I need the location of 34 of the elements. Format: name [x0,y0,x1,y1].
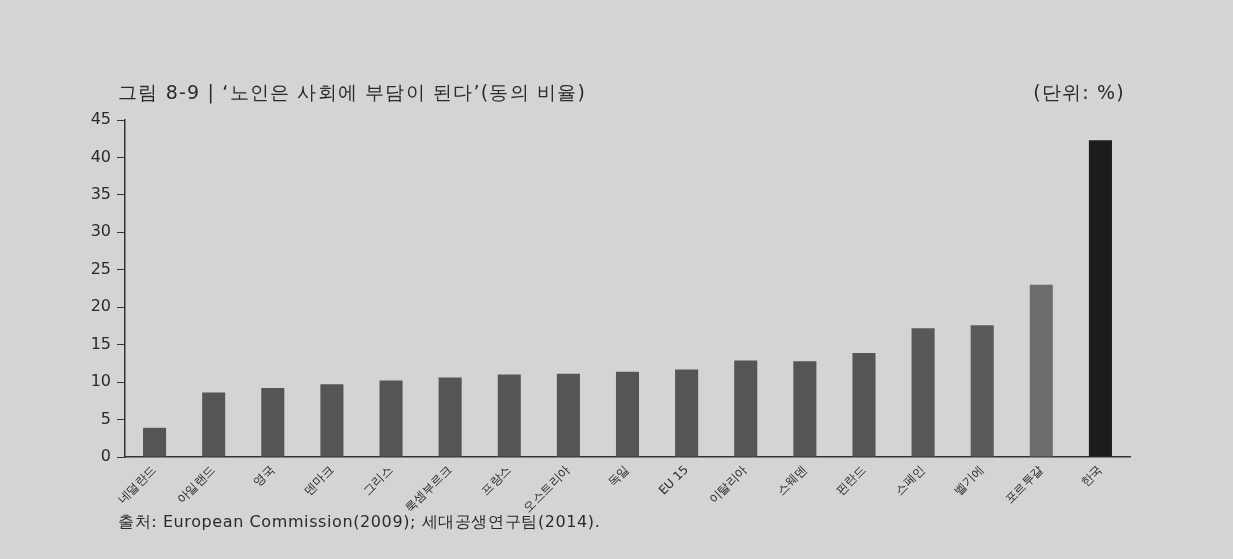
y-tick-label: 35 [90,184,111,204]
y-tick-label: 45 [90,109,111,129]
bar [320,384,344,457]
bar [970,325,994,457]
y-tick-label: 30 [90,221,111,241]
y-tick-label: 10 [90,371,111,391]
bar [438,377,462,457]
bar [1029,284,1053,457]
bar [793,361,817,457]
bar [556,373,580,457]
text: (단위: %) [1033,80,1125,105]
source-note: 출처: European Commission(2009); 세대공생연구팀(2014). [118,512,601,533]
y-tick-label: 0 [100,446,111,466]
bar [615,371,640,457]
x-tick-label: EU 15 [655,462,691,498]
bar [143,427,167,457]
bar [734,360,758,457]
bar [1088,140,1112,457]
x-tick-label: 독일 [604,462,632,490]
y-tick-label: 5 [100,408,111,428]
bar [261,388,285,457]
bar [852,352,876,457]
x-tick-label: 영국 [250,462,278,490]
bar [202,392,226,457]
y-tick-label: 20 [90,296,111,316]
bar [497,374,521,457]
bar [379,380,403,457]
y-tick-label: 15 [90,333,111,353]
bar [675,369,699,457]
y-tick-label: 40 [90,146,111,166]
bar [911,328,935,457]
x-tick-label: 한국 [1077,462,1105,490]
y-tick-label: 25 [90,258,111,278]
chart-title: 그림 8-9 | ‘노인은 사회에 부담이 된다’(동의 비율) [118,80,587,106]
